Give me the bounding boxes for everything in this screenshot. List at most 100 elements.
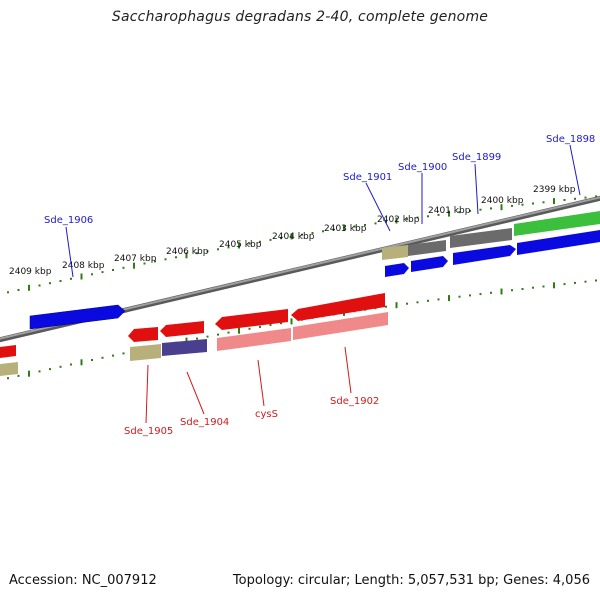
gene-sde-1904[interactable] [162,339,207,356]
lower-tick [290,318,293,325]
upper-tick [101,271,104,274]
lower-tick [70,363,72,366]
upper-tick [185,252,188,259]
leader-sde-1901 [365,182,391,232]
upper-tick [521,203,524,206]
lower-tick [385,305,387,308]
upper-tick [122,266,125,269]
reverse-gene-labels: Sde_1905 Sde_1904 cysS Sde_1902 [124,396,379,437]
lower-tick [259,325,261,328]
gene-sde-1905[interactable] [130,344,161,361]
gene-label[interactable]: Sde_1898 [546,134,595,145]
lower-tick [7,377,9,380]
kbp-label: 2406 kbp [166,247,209,257]
upper-tick [343,225,345,232]
upper-tick [416,216,419,219]
lower-tick [511,289,513,292]
upper-tick [133,262,135,269]
gene-label[interactable]: Sde_1906 [44,215,93,226]
lower-tick [595,279,597,282]
upper-tick [17,289,20,291]
gene-sde-1898[interactable] [517,230,600,255]
lower-tick [500,288,503,295]
kbp-label: 2404 kbp [272,232,315,242]
gene-sde-1902-red[interactable] [291,293,385,321]
upper-tick [458,211,461,214]
upper-tick [238,242,240,249]
gene-label[interactable]: Sde_1901 [343,172,392,183]
forward-gene-labels: Sde_1906 Sde_1901 Sde_1900 Sde_1899 Sde_… [44,134,595,226]
gene-label[interactable]: Sde_1904 [180,417,229,428]
gene-label[interactable]: Sde_1905 [124,426,173,437]
upper-tick [38,284,41,287]
gene-label[interactable]: cysS [255,409,278,420]
lower-tick [101,356,104,359]
genome-summary-text: Topology: circular; Length: 5,057,531 bp… [232,573,590,588]
kbp-label: 2409 kbp [9,267,52,277]
lower-tick [112,354,114,357]
kbp-labels: 2409 kbp 2408 kbp 2407 kbp 2406 kbp 2405… [9,185,576,277]
lower-tick [416,301,419,304]
upper-tick [490,207,492,210]
kbp-label: 2401 kbp [428,206,471,216]
gene-sde-1900[interactable] [411,256,448,272]
leader-sde-1905 [145,364,149,424]
lower-tick [469,294,471,297]
gene-reverse-left-olive[interactable] [0,362,18,376]
upper-tick [364,224,366,226]
gene-sde-1901[interactable] [385,263,409,277]
upper-tick [227,246,230,249]
upper-tick [553,198,555,205]
upper-tick [91,273,93,276]
gene-sde-1902[interactable] [293,312,388,340]
upper-tick [280,237,282,240]
gene-sde-1899[interactable] [453,245,516,265]
upper-tick [70,277,72,280]
gene-reverse-left-red[interactable] [0,345,16,358]
upper-tick [437,213,440,216]
lower-tick [227,331,230,334]
upper-tick [427,215,429,218]
upper-tick [112,269,114,271]
gene-green-1[interactable] [514,211,600,236]
kbp-label: 2408 kbp [62,261,105,271]
reverse-leader-lines [145,346,352,424]
gene-sde-1905-red[interactable] [128,327,158,342]
lower-tick [532,286,534,289]
gene-label[interactable]: Sde_1900 [398,162,447,173]
upper-tick [406,218,408,221]
lower-tick [185,337,188,344]
gene-sde-1904-red[interactable] [160,321,204,337]
lower-tick [574,281,576,284]
gene-label[interactable]: Sde_1899 [452,152,501,163]
map-title: Saccharophagus degradans 2-40, complete … [111,9,489,25]
upper-tick [269,238,272,241]
lower-tick [563,283,566,286]
reverse-strand-features [0,293,388,376]
leader-sde-1899 [474,163,479,215]
upper-tick [563,199,566,201]
upper-tick [595,195,597,198]
lower-tick [490,291,492,294]
lower-tick [238,327,240,334]
upper-tick [532,202,534,205]
upper-tick [395,217,398,224]
upper-tick-ring [7,195,597,294]
upper-tick [59,280,62,282]
kbp-label: 2403 kbp [324,224,367,234]
lower-tick [584,280,587,283]
gene-grey-2[interactable] [450,228,512,248]
upper-tick [301,233,303,236]
gene-cyss[interactable] [217,328,291,351]
lower-tick [542,285,545,288]
gene-label[interactable]: Sde_1902 [330,396,379,407]
lower-tick [196,337,198,340]
gene-olive-1[interactable] [382,245,408,260]
upper-tick [322,230,324,233]
gene-sde-1906[interactable] [29,304,126,330]
gene-grey-1[interactable] [408,240,446,256]
gene-cyss-red[interactable] [215,309,288,330]
lower-tick [59,365,62,368]
upper-tick [175,256,177,259]
upper-tick [500,204,503,211]
